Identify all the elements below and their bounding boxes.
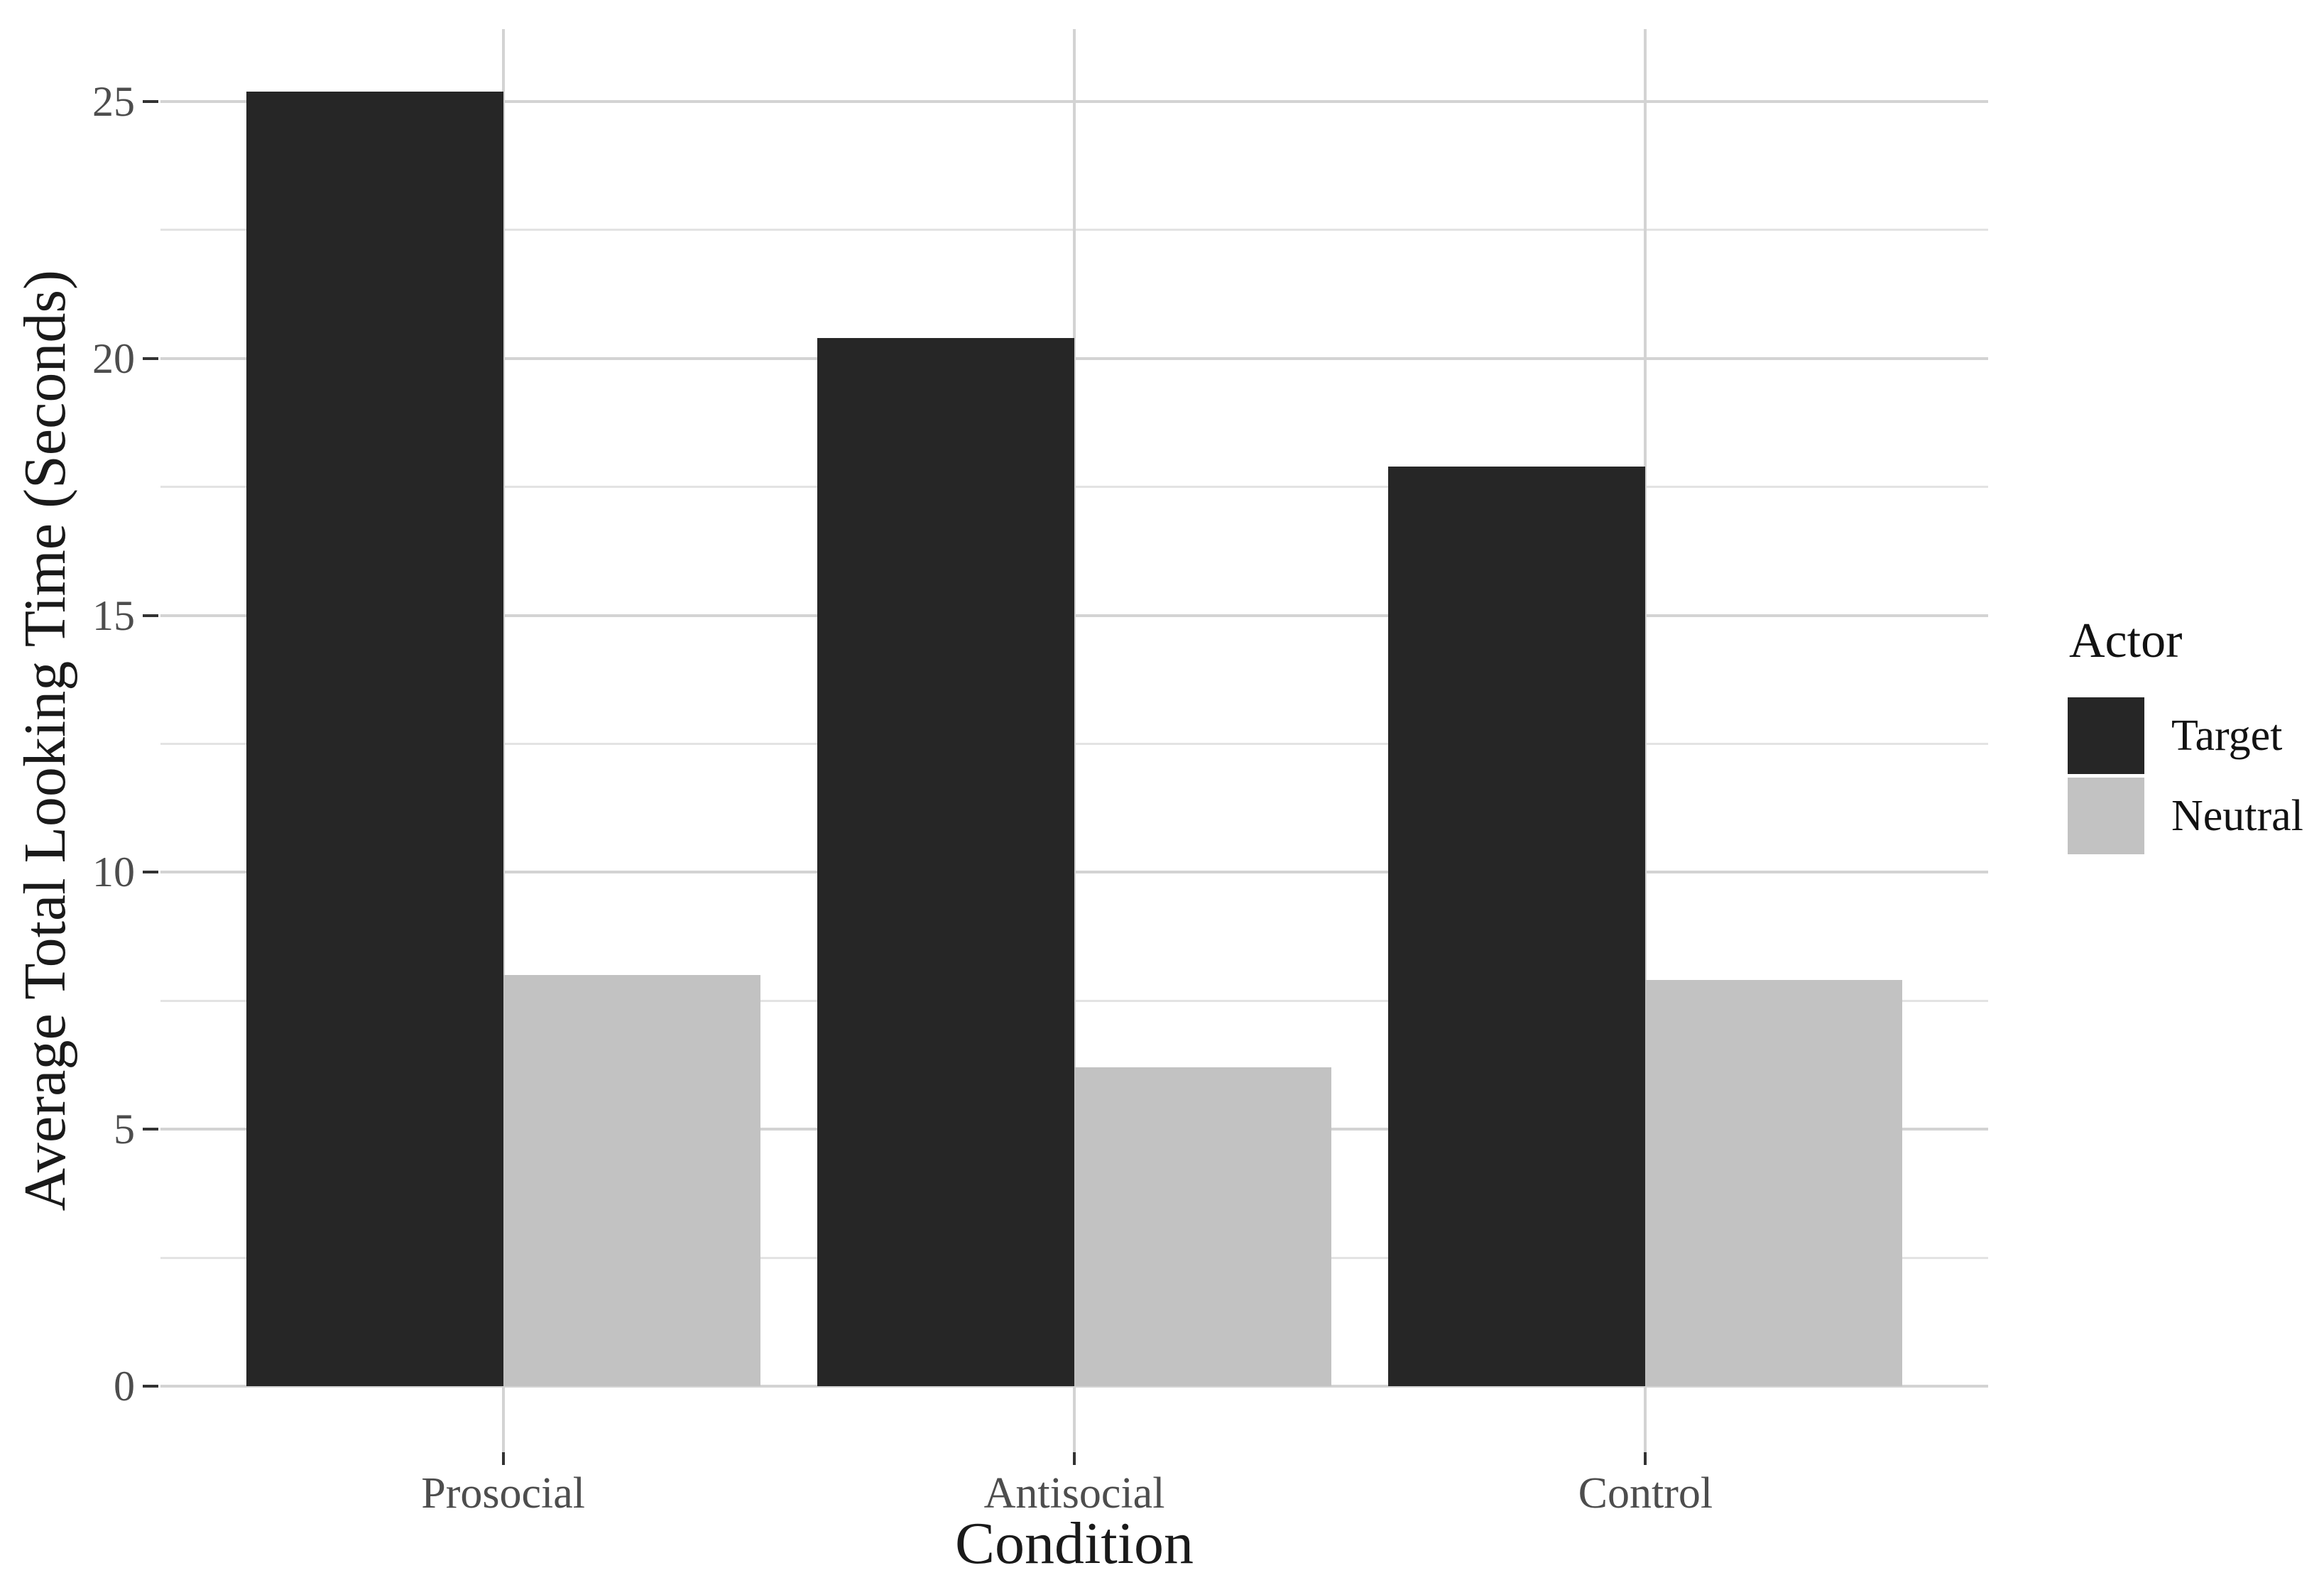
y-tick-label: 10 [92, 849, 135, 896]
y-tick-mark [143, 100, 158, 103]
y-tick-label: 0 [114, 1363, 135, 1410]
y-axis-title-text: Average Total Looking Time (Seconds) [12, 270, 78, 1211]
bar-prosocial-neutral [503, 975, 760, 1386]
x-tick-mark [1644, 1452, 1647, 1465]
y-axis-title: Average Total Looking Time (Seconds) [10, 29, 81, 1452]
legend-swatch-neutral [2068, 778, 2144, 854]
x-tick-label-prosocial: Prosocial [421, 1469, 585, 1518]
legend-swatch-target [2068, 697, 2144, 774]
y-tick-label: 15 [92, 592, 135, 639]
bar-antisocial-target [817, 337, 1074, 1386]
legend-label-neutral: Neutral [2171, 792, 2303, 840]
bar-prosocial-target [246, 91, 503, 1386]
legend-entry-neutral: Neutral [2068, 778, 2303, 854]
y-tick-mark [143, 871, 158, 874]
x-tick-mark [501, 1452, 505, 1465]
y-tick-label: 25 [92, 78, 135, 125]
y-tick-mark [143, 614, 158, 617]
category-gridline [1644, 29, 1647, 1452]
y-tick-mark [143, 1128, 158, 1131]
bar-control-neutral [1645, 980, 1903, 1386]
x-tick-label-control: Control [1578, 1469, 1713, 1518]
y-tick-mark [143, 1385, 158, 1388]
legend-entry-target: Target [2068, 697, 2303, 774]
x-axis-title: Condition [954, 1510, 1194, 1576]
x-tick-label-antisocial: Antisocial [983, 1469, 1165, 1518]
bar-antisocial-neutral [1074, 1067, 1331, 1386]
legend-title: Actor [2069, 614, 2183, 668]
plot-panel [160, 29, 1988, 1452]
category-gridline [501, 29, 505, 1452]
y-tick-label: 20 [92, 334, 135, 382]
y-tick-label: 5 [114, 1106, 135, 1153]
x-tick-mark [1073, 1452, 1076, 1465]
y-tick-mark [143, 356, 158, 360]
category-gridline [1073, 29, 1076, 1452]
legend: Actor Target Neutral [2068, 616, 2303, 858]
legend-label-target: Target [2171, 712, 2283, 760]
bar-control-target [1388, 466, 1646, 1386]
